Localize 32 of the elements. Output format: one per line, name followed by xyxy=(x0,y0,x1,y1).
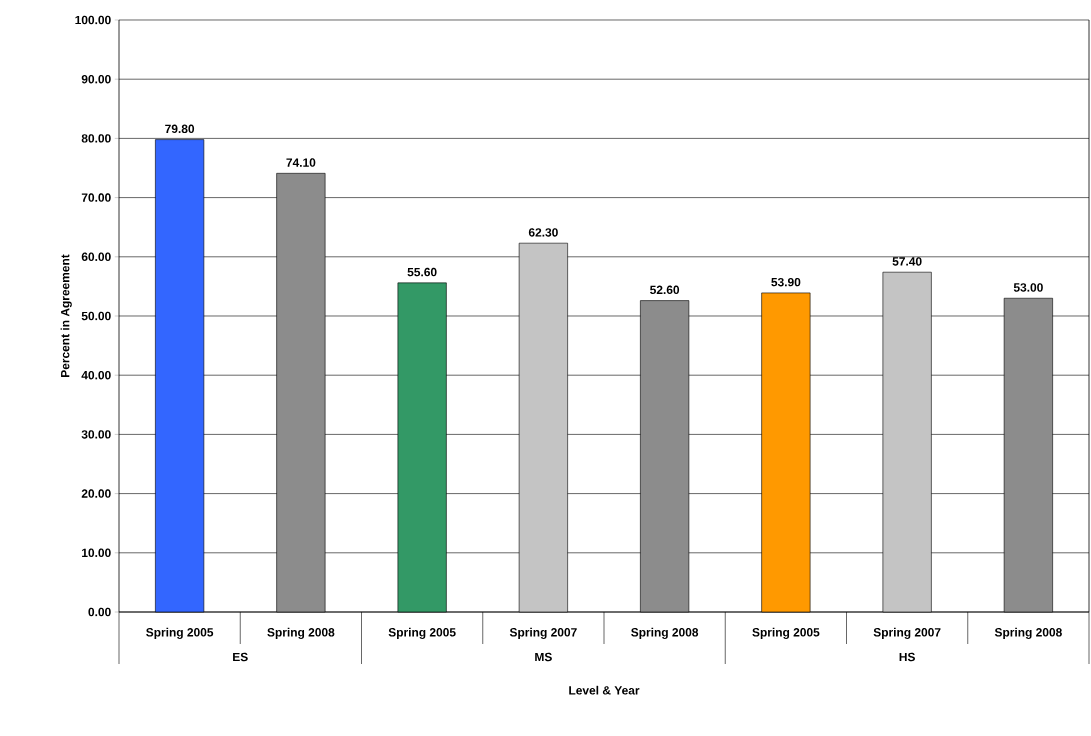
y-tick-label: 80.00 xyxy=(81,134,111,143)
y-tick-label: 100.00 xyxy=(75,15,111,25)
data-label: 52.60 xyxy=(650,285,680,295)
x-axis-title: Level & Year xyxy=(569,685,640,695)
text: HS xyxy=(899,652,915,662)
y-tick-label: 30.00 xyxy=(81,430,111,439)
y-tick-label: 0.00 xyxy=(88,607,111,617)
text: ES xyxy=(233,652,248,662)
data-label: 55.60 xyxy=(407,267,437,277)
x-tick-label: Spring 2008 xyxy=(994,627,1062,639)
x-tick-label: Spring 2005 xyxy=(752,627,820,639)
data-label: 62.30 xyxy=(528,228,558,237)
data-label: 57.40 xyxy=(892,257,922,266)
x-tick-label: Spring 2005 xyxy=(146,627,214,639)
y-tick-label: 60.00 xyxy=(81,252,111,262)
y-tick-label: 90.00 xyxy=(81,74,111,84)
text: MS xyxy=(535,652,552,662)
y-tick-label: 50.00 xyxy=(81,311,111,321)
data-label: 53.00 xyxy=(1013,283,1043,292)
data-label: 79.80 xyxy=(165,124,195,134)
x-tick-label: Spring 2007 xyxy=(509,627,577,639)
x-tick-label: Spring 2005 xyxy=(388,627,456,639)
y-tick-label: 40.00 xyxy=(81,370,111,380)
data-label: 74.10 xyxy=(286,158,316,167)
x-tick-label: Spring 2008 xyxy=(267,627,335,639)
y-axis-title: Percent in Agreement xyxy=(60,254,72,377)
x-tick-label: Spring 2007 xyxy=(873,627,941,639)
y-tick-label: 20.00 xyxy=(81,489,111,498)
y-tick-label: 10.00 xyxy=(82,548,111,558)
x-tick-label: Spring 2008 xyxy=(631,627,699,639)
y-tick-label: 70.00 xyxy=(81,193,111,202)
data-label: 53.90 xyxy=(771,277,801,287)
